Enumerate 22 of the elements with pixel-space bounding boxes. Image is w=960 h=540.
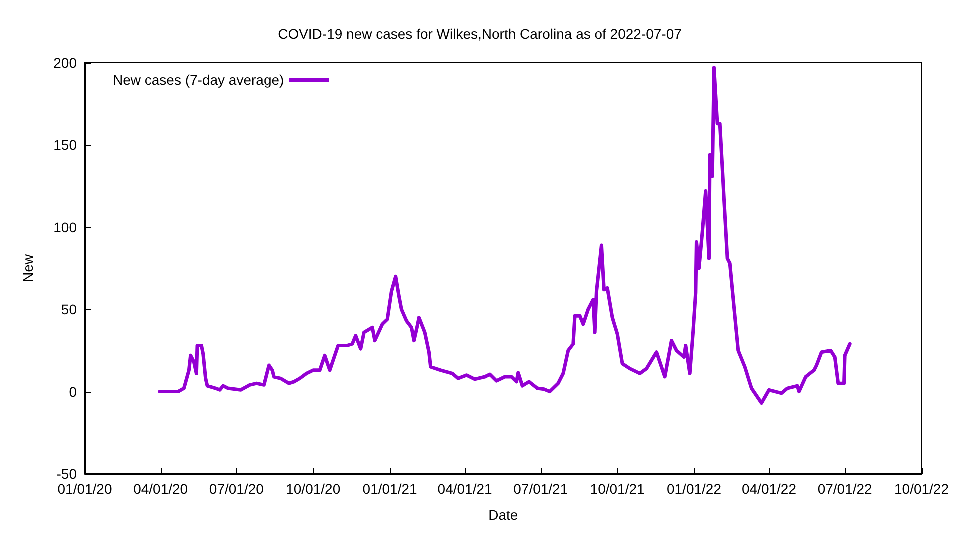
x-tick-label: 04/01/21 [438, 481, 492, 497]
y-tick-label: 200 [54, 55, 78, 71]
x-tick-label: 07/01/21 [514, 481, 568, 497]
y-tick-label: 50 [61, 302, 78, 318]
y-tick-label: 150 [54, 137, 78, 154]
chart-title: COVID-19 new cases for Wilkes,North Carolina as of 2022-07-07 [278, 26, 682, 42]
y-axis-title: New [20, 254, 36, 283]
x-axis-title: Date [488, 507, 518, 523]
x-tick-label: 10/01/22 [894, 481, 950, 497]
x-tick-label: 10/01/20 [286, 481, 341, 497]
x-tick-label: 04/01/20 [134, 481, 188, 497]
x-tick-label: 01/01/21 [362, 481, 418, 497]
x-tick-label: 07/01/20 [209, 481, 264, 497]
x-tick-label: 07/01/22 [818, 481, 873, 497]
x-tick-label: 01/01/22 [666, 481, 722, 497]
x-tick-label: 10/01/21 [590, 481, 646, 497]
y-tick-label: 0 [69, 384, 78, 400]
x-tick-label: 01/01/20 [58, 481, 112, 497]
y-tick-label: -50 [56, 466, 78, 482]
legend-label: New cases (7-day average) [113, 72, 284, 88]
x-tick-label: 04/01/22 [742, 481, 797, 497]
y-tick-label: 100 [54, 219, 78, 236]
